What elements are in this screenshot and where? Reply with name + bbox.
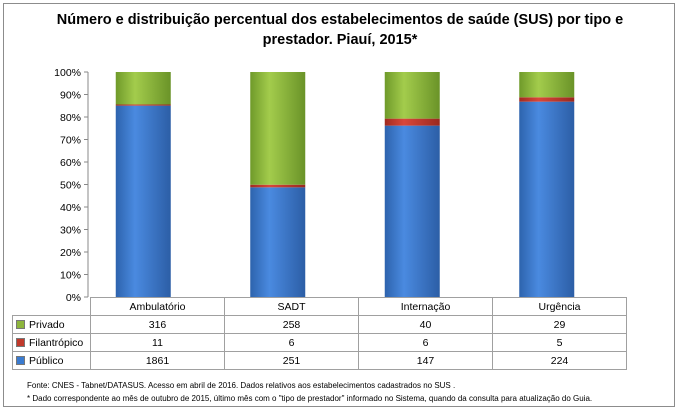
value-cell: 1861	[90, 351, 225, 370]
value-cell: 5	[492, 333, 627, 352]
value-cell: 29	[492, 315, 627, 334]
bar-segment-filantrópico	[384, 118, 440, 126]
y-tick-label: 10%	[60, 270, 81, 282]
value-cell: 147	[358, 351, 493, 370]
value-cell: 258	[224, 315, 359, 334]
series-label: Filantrópico	[12, 333, 91, 352]
table-row: Público 1861 251 147 224	[12, 351, 627, 370]
table-row: Privado 316 258 40 29	[12, 315, 627, 334]
value-cell: 251	[224, 351, 359, 370]
bar-segment-privado	[250, 72, 306, 185]
table-header-row: Ambulatório SADT Internação Urgência	[12, 297, 627, 316]
bar-segment-público	[519, 101, 575, 298]
bar-segment-privado	[519, 72, 575, 98]
bar-segment-filantrópico	[250, 184, 306, 188]
legend-swatch	[16, 356, 25, 366]
series-label: Público	[12, 351, 91, 370]
value-cell: 11	[90, 333, 225, 352]
legend-swatch	[16, 320, 25, 330]
data-table: Ambulatório SADT Internação Urgência Privado…	[12, 297, 627, 370]
y-tick-label: 100%	[54, 67, 81, 79]
y-tick-label: 70%	[60, 135, 81, 147]
y-tick-label: 40%	[60, 202, 81, 214]
footnote: * Dado correspondente ao mês de outubro …	[27, 394, 593, 403]
category-label: SADT	[224, 297, 359, 316]
value-cell: 6	[224, 333, 359, 352]
bar-segment-privado	[115, 72, 171, 105]
category-label: Urgência	[492, 297, 627, 316]
bar-segment-filantrópico	[115, 104, 171, 106]
footer: Fonte: CNES - Tabnet/DATASUS. Acesso em …	[27, 379, 592, 405]
source-note: Fonte: CNES - Tabnet/DATASUS. Acesso em …	[27, 381, 456, 390]
bar-segment-privado	[384, 72, 440, 119]
series-label: Privado	[12, 315, 91, 334]
value-cell: 6	[358, 333, 493, 352]
y-tick-label: 60%	[60, 157, 81, 169]
legend-swatch	[16, 338, 25, 348]
chart-title: Número e distribuição percentual dos est…	[56, 12, 624, 48]
series-name: Público	[29, 354, 64, 367]
value-cell: 40	[358, 315, 493, 334]
bar-segment-filantrópico	[519, 97, 575, 102]
value-cell: 316	[90, 315, 225, 334]
table-row: Filantrópico 11 6 6 5	[12, 333, 627, 352]
bar-segment-público	[250, 187, 306, 297]
category-label: Ambulatório	[90, 297, 225, 316]
table-corner	[12, 297, 91, 316]
chart-frame	[3, 3, 675, 407]
y-tick-label: 90%	[60, 90, 81, 102]
y-tick-label: 50%	[60, 180, 81, 192]
y-tick-label: 80%	[60, 112, 81, 124]
category-label: Internação	[358, 297, 493, 316]
bar-segment-público	[384, 125, 440, 297]
value-cell: 224	[492, 351, 627, 370]
y-tick-label: 30%	[60, 225, 81, 237]
y-tick-label: 20%	[60, 247, 81, 259]
series-name: Filantrópico	[29, 336, 84, 349]
series-name: Privado	[29, 318, 65, 331]
bar-segment-público	[115, 105, 171, 297]
